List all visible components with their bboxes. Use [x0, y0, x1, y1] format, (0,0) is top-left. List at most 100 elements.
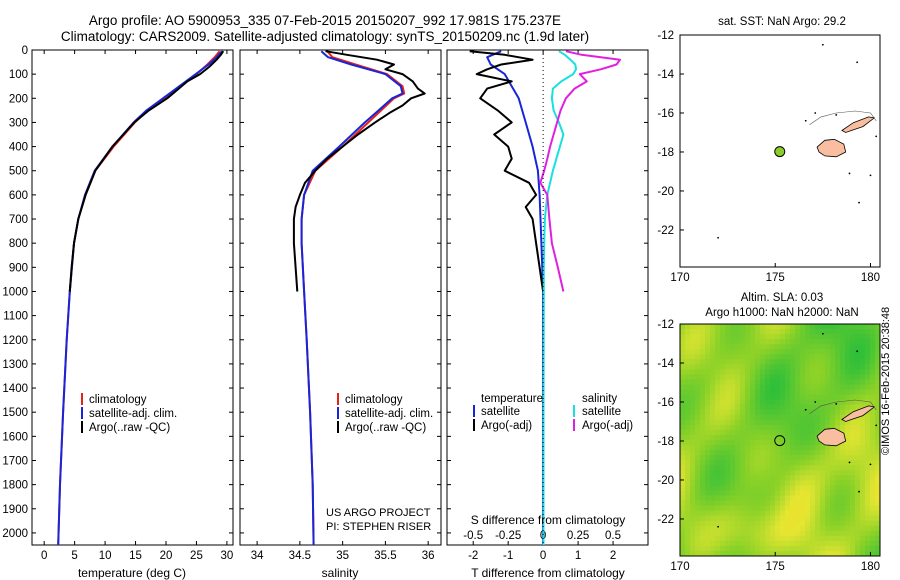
sla-cell [805, 339, 811, 345]
sla-cell [845, 344, 851, 350]
sla-cell [745, 495, 751, 502]
sla-cell [710, 450, 716, 456]
sla-cell [680, 344, 686, 350]
sla-cell [725, 470, 731, 476]
sla-cell [800, 389, 806, 396]
sla-cell [685, 424, 691, 431]
sla-cell [820, 480, 826, 486]
sla-cell [750, 470, 756, 476]
sla-cell [800, 505, 806, 512]
legend-climatology-label: climatology [345, 394, 403, 406]
sla-cell [735, 359, 741, 365]
sla-cell [855, 349, 861, 355]
sla-cell [855, 470, 861, 476]
sla-cell [860, 515, 866, 522]
sla-cell [695, 364, 701, 370]
sla-cell [845, 384, 851, 391]
sla-cell [790, 384, 796, 391]
sla-cell [775, 465, 781, 471]
sla-cell [870, 525, 876, 532]
sla-cell [710, 384, 716, 391]
sla-cell [830, 419, 836, 426]
sla-cell [760, 384, 766, 391]
sla-cell [855, 520, 861, 527]
sla-cell [775, 399, 781, 406]
sla-cell [755, 429, 761, 436]
sla-cell [730, 480, 736, 486]
sla-cell [745, 349, 751, 355]
sla-cell [760, 475, 766, 481]
sla-cell [820, 419, 826, 426]
sla-cell [795, 480, 801, 486]
sla-cell [870, 520, 876, 527]
sla-cell [775, 369, 781, 376]
reef-contour [809, 399, 877, 414]
sla-cell [765, 485, 771, 492]
sla-cell [855, 394, 861, 401]
sla-cell [830, 480, 836, 486]
sla-cell [680, 505, 686, 512]
sla-cell [825, 500, 831, 507]
sla-cell [715, 434, 721, 441]
sla-cell [710, 535, 716, 542]
sla-cell [800, 445, 806, 451]
sla-cell [755, 329, 761, 335]
sla-cell [725, 525, 731, 532]
island-speck [848, 172, 851, 175]
sla-cell [800, 470, 806, 476]
sla-cell [810, 495, 816, 502]
sla-cell [725, 450, 731, 456]
sla-cell [720, 364, 726, 370]
altimetry-map-title: Altim. SLA: 0.03 [741, 292, 823, 304]
sla-cell [820, 540, 826, 547]
sla-cell [760, 545, 766, 552]
sla-cell [785, 445, 791, 451]
sla-cell [680, 354, 686, 360]
sla-cell [680, 349, 686, 355]
sla-cell [760, 440, 766, 446]
sla-cell [795, 369, 801, 376]
sla-cell [750, 364, 756, 370]
sla-cell [730, 389, 736, 396]
difference-line-temperature-argo-adj- [469, 50, 545, 292]
sla-cell [735, 354, 741, 360]
sla-cell [705, 540, 711, 547]
sla-cell [850, 324, 856, 330]
sla-cell [680, 379, 686, 386]
island-speck [814, 112, 817, 114]
sla-cell [755, 364, 761, 370]
sla-cell [875, 450, 880, 456]
sla-cell [810, 384, 816, 391]
sla-cell [750, 450, 756, 456]
sla-cell [865, 525, 871, 532]
sla-cell [755, 485, 761, 492]
sla-cell [870, 480, 876, 486]
sla-cell [680, 339, 686, 345]
sla-cell [860, 440, 866, 446]
sla-cell [820, 349, 826, 355]
sla-cell [865, 379, 871, 386]
sla-cell [860, 364, 866, 370]
sla-cell [810, 364, 816, 370]
sla-cell [790, 460, 796, 466]
sla-cell [710, 374, 716, 381]
sla-cell [835, 379, 841, 386]
sla-cell [815, 324, 821, 330]
island-speck [869, 174, 872, 177]
island-speck [869, 463, 872, 466]
sla-cell [735, 445, 741, 451]
sla-cell [765, 334, 771, 340]
sla-cell [735, 450, 741, 456]
sla-cell [705, 460, 711, 466]
sla-cell [770, 470, 776, 476]
sla-cell [695, 515, 701, 522]
sla-cell [770, 329, 776, 335]
sla-cell [690, 334, 696, 340]
sla-cell [730, 329, 736, 335]
sla-cell [760, 520, 766, 527]
sla-cell [755, 445, 761, 451]
sla-cell [775, 344, 781, 350]
sla-cell [700, 424, 706, 431]
temperature-x-tick-label: 10 [99, 550, 112, 562]
sla-cell [690, 550, 696, 556]
